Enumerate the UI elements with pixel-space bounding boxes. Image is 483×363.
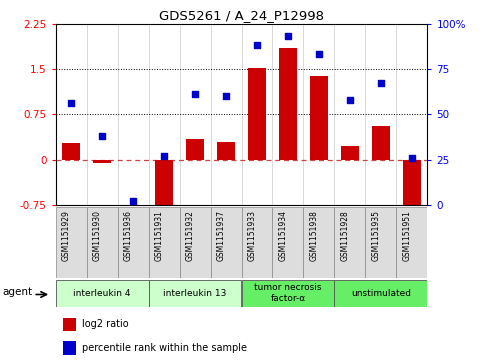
Bar — [180, 207, 211, 278]
Point — [67, 101, 75, 106]
Bar — [117, 207, 149, 278]
Text: GSM1151930: GSM1151930 — [93, 211, 102, 261]
Text: GSM1151935: GSM1151935 — [372, 211, 381, 261]
Bar — [93, 160, 112, 163]
Point — [253, 42, 261, 48]
Text: GSM1151928: GSM1151928 — [341, 211, 350, 261]
Bar — [366, 207, 397, 278]
Text: GSM1151933: GSM1151933 — [248, 211, 257, 261]
Bar — [242, 207, 272, 278]
Bar — [86, 207, 117, 278]
Point — [408, 155, 416, 161]
Text: interleukin 4: interleukin 4 — [73, 289, 131, 298]
Text: percentile rank within the sample: percentile rank within the sample — [82, 343, 247, 353]
Text: GSM1151938: GSM1151938 — [310, 211, 319, 261]
Point — [315, 52, 323, 57]
Text: unstimulated: unstimulated — [351, 289, 411, 298]
Point — [284, 33, 292, 39]
Bar — [56, 280, 149, 307]
Bar — [279, 48, 297, 160]
Text: GSM1151932: GSM1151932 — [186, 211, 195, 261]
Bar — [272, 207, 303, 278]
Text: GSM1151937: GSM1151937 — [217, 211, 226, 261]
Point — [98, 133, 106, 139]
Bar — [334, 280, 427, 307]
Point — [160, 153, 168, 159]
Bar — [248, 68, 266, 160]
Text: GSM1151929: GSM1151929 — [62, 211, 71, 261]
Bar — [334, 207, 366, 278]
Text: interleukin 13: interleukin 13 — [163, 289, 227, 298]
Text: log2 ratio: log2 ratio — [82, 319, 128, 330]
Bar — [211, 207, 242, 278]
Title: GDS5261 / A_24_P12998: GDS5261 / A_24_P12998 — [159, 9, 324, 23]
Bar — [310, 76, 328, 160]
Point — [191, 91, 199, 97]
Point — [222, 93, 230, 99]
Bar — [217, 142, 235, 160]
Text: tumor necrosis
factor-α: tumor necrosis factor-α — [254, 284, 322, 303]
Bar — [149, 207, 180, 278]
Point — [129, 199, 137, 204]
Bar — [155, 160, 173, 217]
Bar — [403, 160, 421, 220]
Text: GSM1151936: GSM1151936 — [124, 211, 133, 261]
Bar — [372, 126, 390, 160]
Bar — [149, 280, 242, 307]
Text: GSM1151934: GSM1151934 — [279, 211, 288, 261]
Text: GSM1151931: GSM1151931 — [155, 211, 164, 261]
Bar — [63, 318, 76, 331]
Bar — [62, 143, 80, 160]
Bar — [341, 146, 359, 160]
Text: agent: agent — [3, 287, 33, 297]
Bar — [186, 139, 204, 160]
Point — [377, 81, 385, 86]
Bar — [56, 207, 86, 278]
Bar — [397, 207, 427, 278]
Bar — [303, 207, 334, 278]
Bar — [242, 280, 334, 307]
Bar — [63, 342, 76, 355]
Text: GSM1151951: GSM1151951 — [403, 211, 412, 261]
Point — [346, 97, 354, 103]
